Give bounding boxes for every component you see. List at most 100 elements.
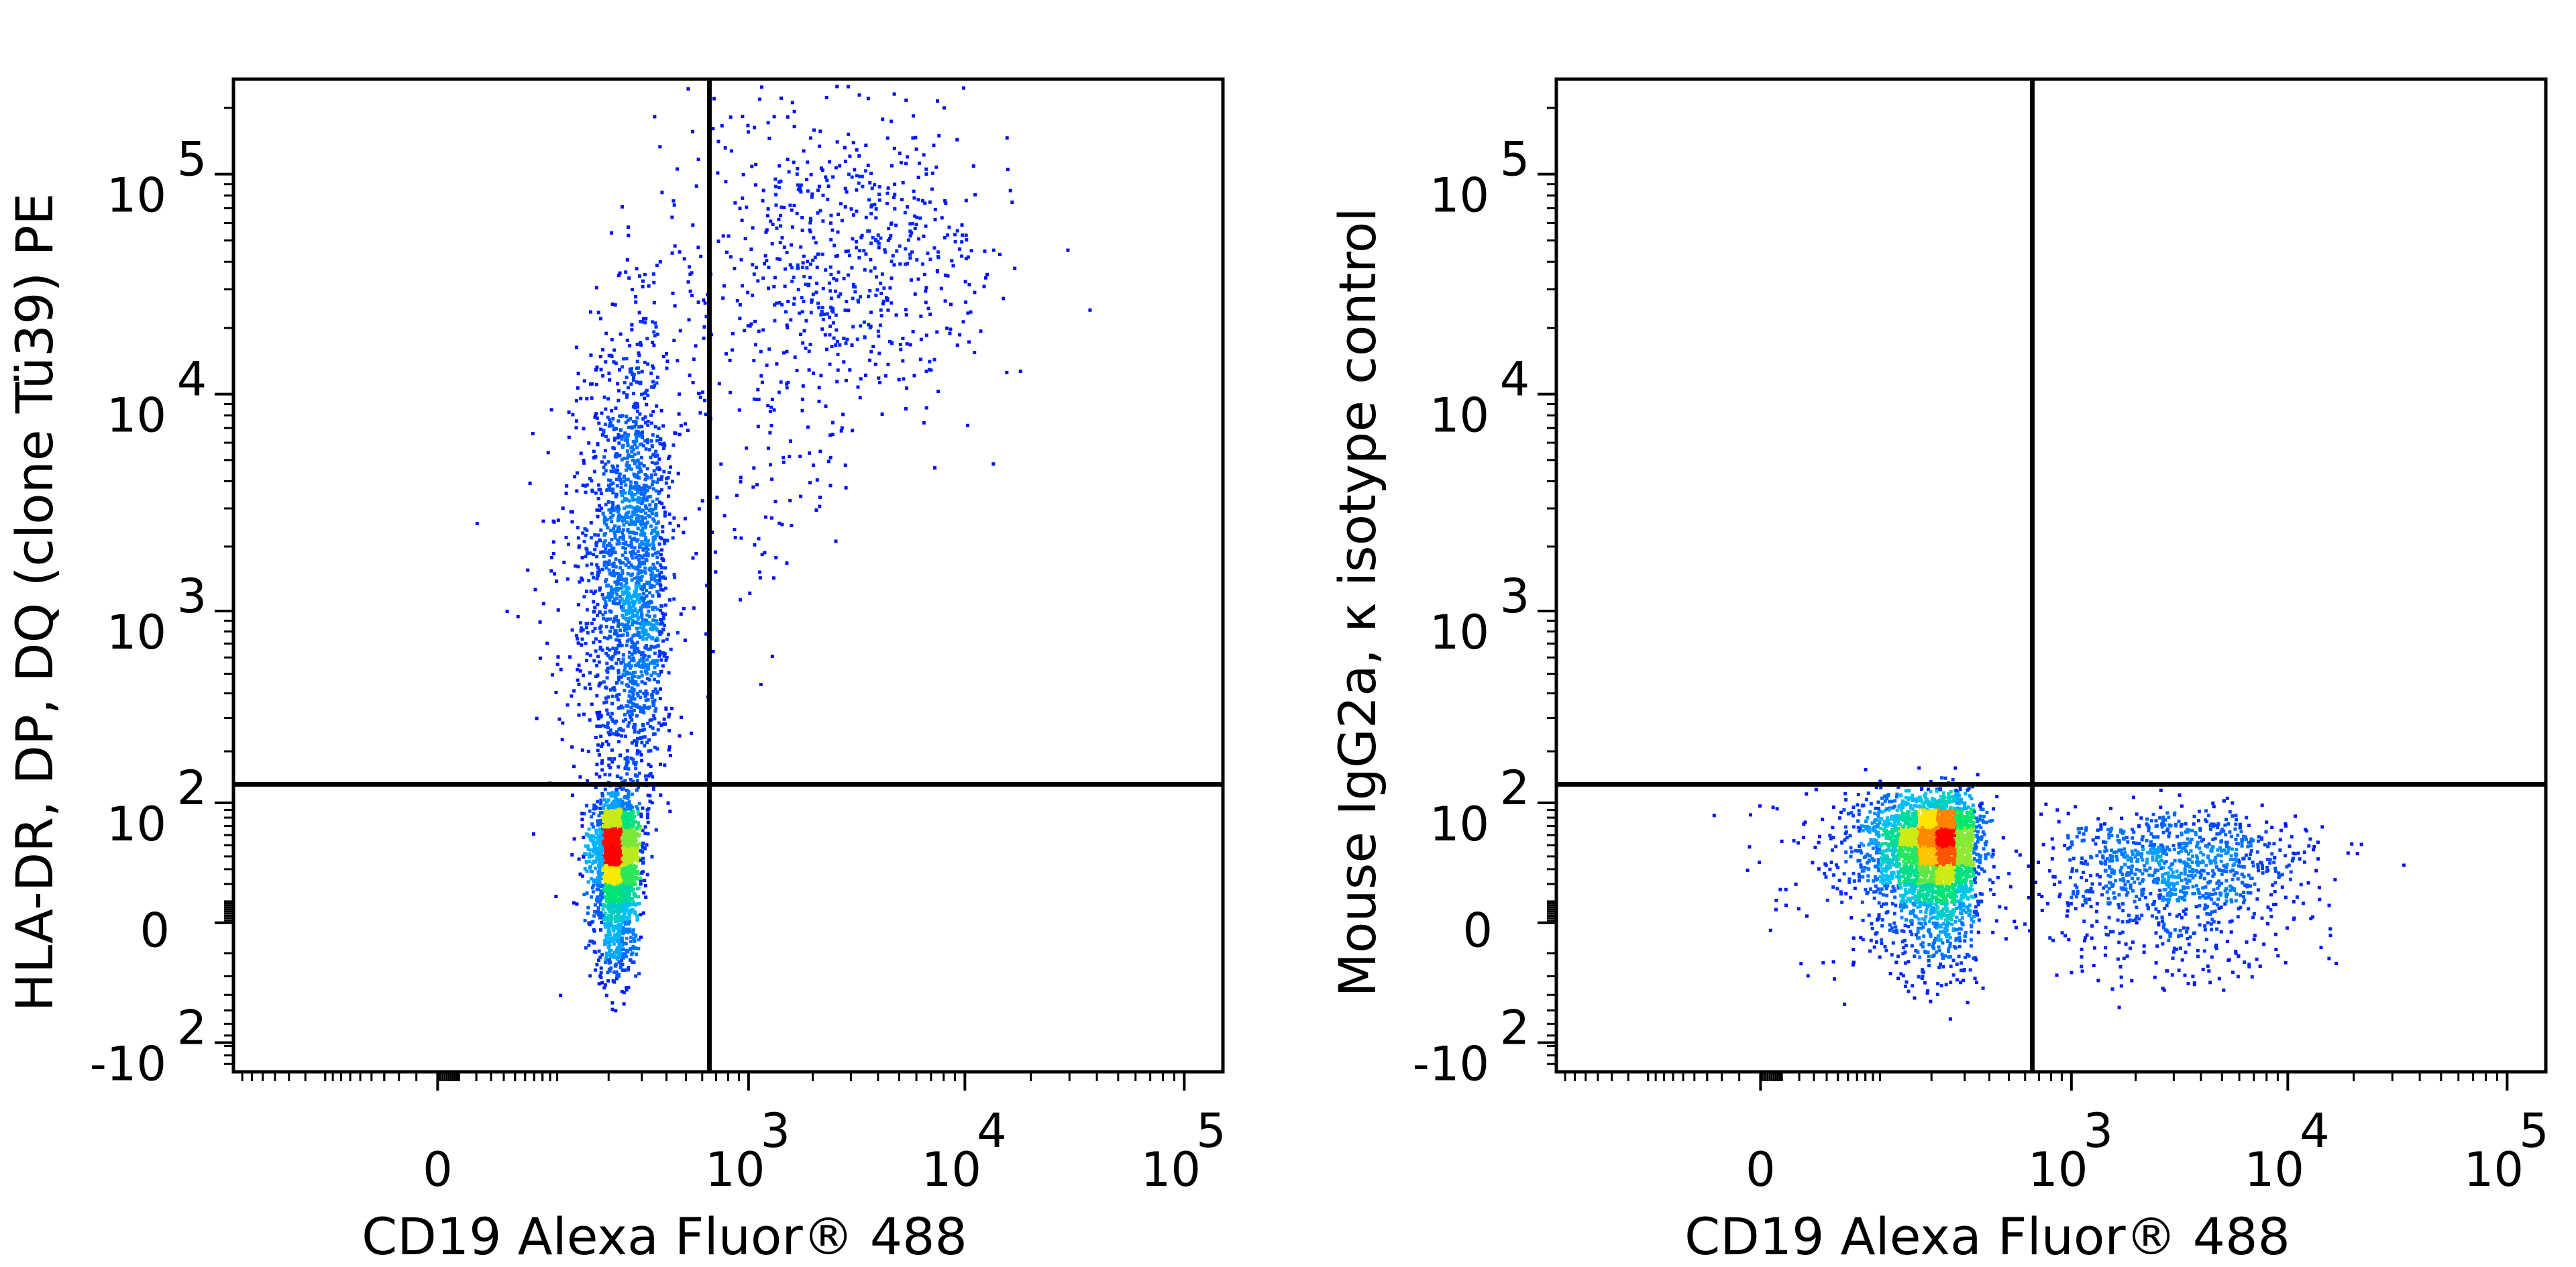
event-dot <box>606 979 610 983</box>
event-dot <box>754 183 757 187</box>
event-dot <box>671 536 675 540</box>
event-dot <box>631 641 635 645</box>
event-dot <box>620 871 624 875</box>
event-dot <box>621 534 625 538</box>
event-dot <box>604 740 608 743</box>
event-dot <box>609 939 613 943</box>
event-dot <box>877 334 881 338</box>
event-dot <box>631 805 634 809</box>
event-dot <box>610 924 614 928</box>
event-dot <box>632 864 636 868</box>
event-dot <box>621 835 625 839</box>
event-dot <box>641 556 645 560</box>
event-dot <box>600 761 604 765</box>
event-dot <box>622 863 626 867</box>
event-dot <box>588 653 592 657</box>
event-dot <box>577 663 581 667</box>
event-dot <box>609 852 613 857</box>
event-dot <box>598 916 602 920</box>
event-dot <box>612 970 616 974</box>
event-dot <box>915 215 919 219</box>
event-dot <box>591 629 595 633</box>
event-dot <box>635 832 639 836</box>
event-dot <box>847 309 851 313</box>
event-dot <box>576 526 580 530</box>
event-dot <box>623 713 627 717</box>
event-dot <box>607 500 611 504</box>
event-dot <box>767 286 771 290</box>
event-dot <box>629 645 633 649</box>
event-dot <box>809 262 812 266</box>
event-dot <box>630 494 634 498</box>
event-dot <box>617 952 621 956</box>
event-dot <box>566 577 570 581</box>
event-dot <box>585 397 589 400</box>
event-dot <box>621 616 625 620</box>
event-dot <box>614 815 618 819</box>
event-dot <box>621 546 625 550</box>
event-dot <box>623 381 627 385</box>
event-dot <box>612 427 616 431</box>
event-dot <box>630 545 634 549</box>
event-dot <box>635 342 639 346</box>
event-dot <box>746 324 750 328</box>
event-dot <box>609 856 613 859</box>
event-dot <box>602 918 605 922</box>
event-dot <box>602 986 606 990</box>
event-dot <box>596 876 600 880</box>
event-dot <box>623 910 627 914</box>
event-dot <box>812 371 815 375</box>
event-dot <box>621 839 625 843</box>
event-dot <box>643 566 647 570</box>
event-dot <box>920 262 924 266</box>
event-dot <box>627 626 631 630</box>
event-dot <box>630 836 634 840</box>
event-dot <box>628 852 632 856</box>
event-dot <box>631 944 635 948</box>
event-dot <box>686 280 690 284</box>
event-dot <box>631 857 635 861</box>
event-dot <box>578 621 582 625</box>
event-dot <box>627 677 631 681</box>
event-dot <box>606 806 610 810</box>
event-dot <box>606 712 610 716</box>
event-dot <box>899 161 903 165</box>
event-dot <box>633 552 637 556</box>
event-dot <box>617 517 621 521</box>
event-dot <box>621 205 624 209</box>
event-dot <box>845 190 849 194</box>
event-dot <box>639 736 643 740</box>
event-dot <box>604 825 608 829</box>
event-dot <box>1005 370 1009 374</box>
event-dot <box>601 348 605 351</box>
event-dot <box>655 680 659 684</box>
event-dot <box>602 867 606 870</box>
event-dot <box>729 390 733 394</box>
event-dot <box>733 201 737 205</box>
event-dot <box>600 811 604 815</box>
event-dot <box>599 551 603 555</box>
event-dot <box>618 828 621 832</box>
event-dot <box>643 415 647 419</box>
event-dot <box>901 180 905 184</box>
event-dot <box>576 641 580 645</box>
event-dot <box>610 592 614 595</box>
event-dot <box>601 816 605 820</box>
event-dot <box>632 420 636 424</box>
event-dot <box>594 736 598 739</box>
event-dot <box>953 239 957 243</box>
event-dot <box>739 536 743 540</box>
event-dot <box>589 382 593 386</box>
event-dot <box>719 462 723 466</box>
event-dot <box>741 115 745 119</box>
event-dot <box>626 796 630 800</box>
event-dot <box>604 469 608 473</box>
event-dot <box>610 588 614 592</box>
event-dot <box>596 899 600 903</box>
event-dot <box>616 572 621 576</box>
event-dot <box>635 704 639 708</box>
event-dot <box>627 603 631 607</box>
event-dot <box>623 895 627 899</box>
event-dot <box>608 629 612 633</box>
event-dot <box>641 630 645 634</box>
